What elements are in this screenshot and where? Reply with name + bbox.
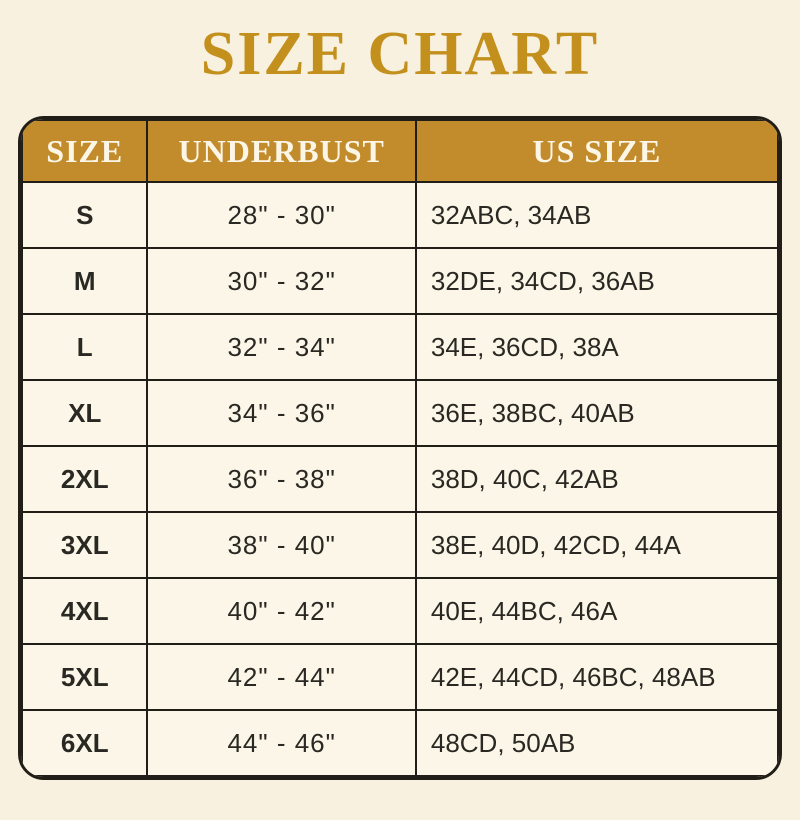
underbust-cell: 44" - 46"	[146, 709, 417, 778]
table-row: 6XL 44" - 46" 48CD, 50AB	[21, 709, 779, 778]
size-cell: 6XL	[21, 709, 149, 778]
size-cell: 5XL	[21, 643, 149, 712]
us-size-cell: 36E, 38BC, 40AB	[414, 379, 779, 448]
underbust-cell: 28" - 30"	[146, 181, 417, 250]
page-title: SIZE CHART	[200, 20, 600, 88]
size-cell: 4XL	[21, 577, 149, 646]
table-row: 5XL 42" - 44" 42E, 44CD, 46BC, 48AB	[21, 643, 779, 712]
size-chart-table: SIZE UNDERBUST US SIZE S 28" - 30" 32ABC…	[18, 116, 782, 781]
column-header-us-size: US SIZE	[414, 119, 779, 184]
table-row: L 32" - 34" 34E, 36CD, 38A	[21, 313, 779, 382]
table-row: S 28" - 30" 32ABC, 34AB	[21, 181, 779, 250]
size-table: SIZE UNDERBUST US SIZE S 28" - 30" 32ABC…	[21, 119, 779, 778]
us-size-cell: 38D, 40C, 42AB	[414, 445, 779, 514]
us-size-cell: 32ABC, 34AB	[414, 181, 779, 250]
underbust-cell: 38" - 40"	[146, 511, 417, 580]
table-row: 4XL 40" - 42" 40E, 44BC, 46A	[21, 577, 779, 646]
table-row: 3XL 38" - 40" 38E, 40D, 42CD, 44A	[21, 511, 779, 580]
table-row: XL 34" - 36" 36E, 38BC, 40AB	[21, 379, 779, 448]
us-size-cell: 38E, 40D, 42CD, 44A	[414, 511, 779, 580]
table-row: 2XL 36" - 38" 38D, 40C, 42AB	[21, 445, 779, 514]
size-cell: 2XL	[21, 445, 149, 514]
underbust-cell: 30" - 32"	[146, 247, 417, 316]
size-cell: S	[21, 181, 149, 250]
size-cell: XL	[21, 379, 149, 448]
column-header-underbust: UNDERBUST	[146, 119, 417, 184]
us-size-cell: 32DE, 34CD, 36AB	[414, 247, 779, 316]
header-row: SIZE UNDERBUST US SIZE	[21, 119, 779, 184]
underbust-cell: 42" - 44"	[146, 643, 417, 712]
size-cell: M	[21, 247, 149, 316]
us-size-cell: 40E, 44BC, 46A	[414, 577, 779, 646]
underbust-cell: 40" - 42"	[146, 577, 417, 646]
underbust-cell: 34" - 36"	[146, 379, 417, 448]
underbust-cell: 36" - 38"	[146, 445, 417, 514]
us-size-cell: 42E, 44CD, 46BC, 48AB	[414, 643, 779, 712]
table-row: M 30" - 32" 32DE, 34CD, 36AB	[21, 247, 779, 316]
column-header-size: SIZE	[21, 119, 149, 184]
size-cell: L	[21, 313, 149, 382]
underbust-cell: 32" - 34"	[146, 313, 417, 382]
us-size-cell: 34E, 36CD, 38A	[414, 313, 779, 382]
size-cell: 3XL	[21, 511, 149, 580]
us-size-cell: 48CD, 50AB	[414, 709, 779, 778]
